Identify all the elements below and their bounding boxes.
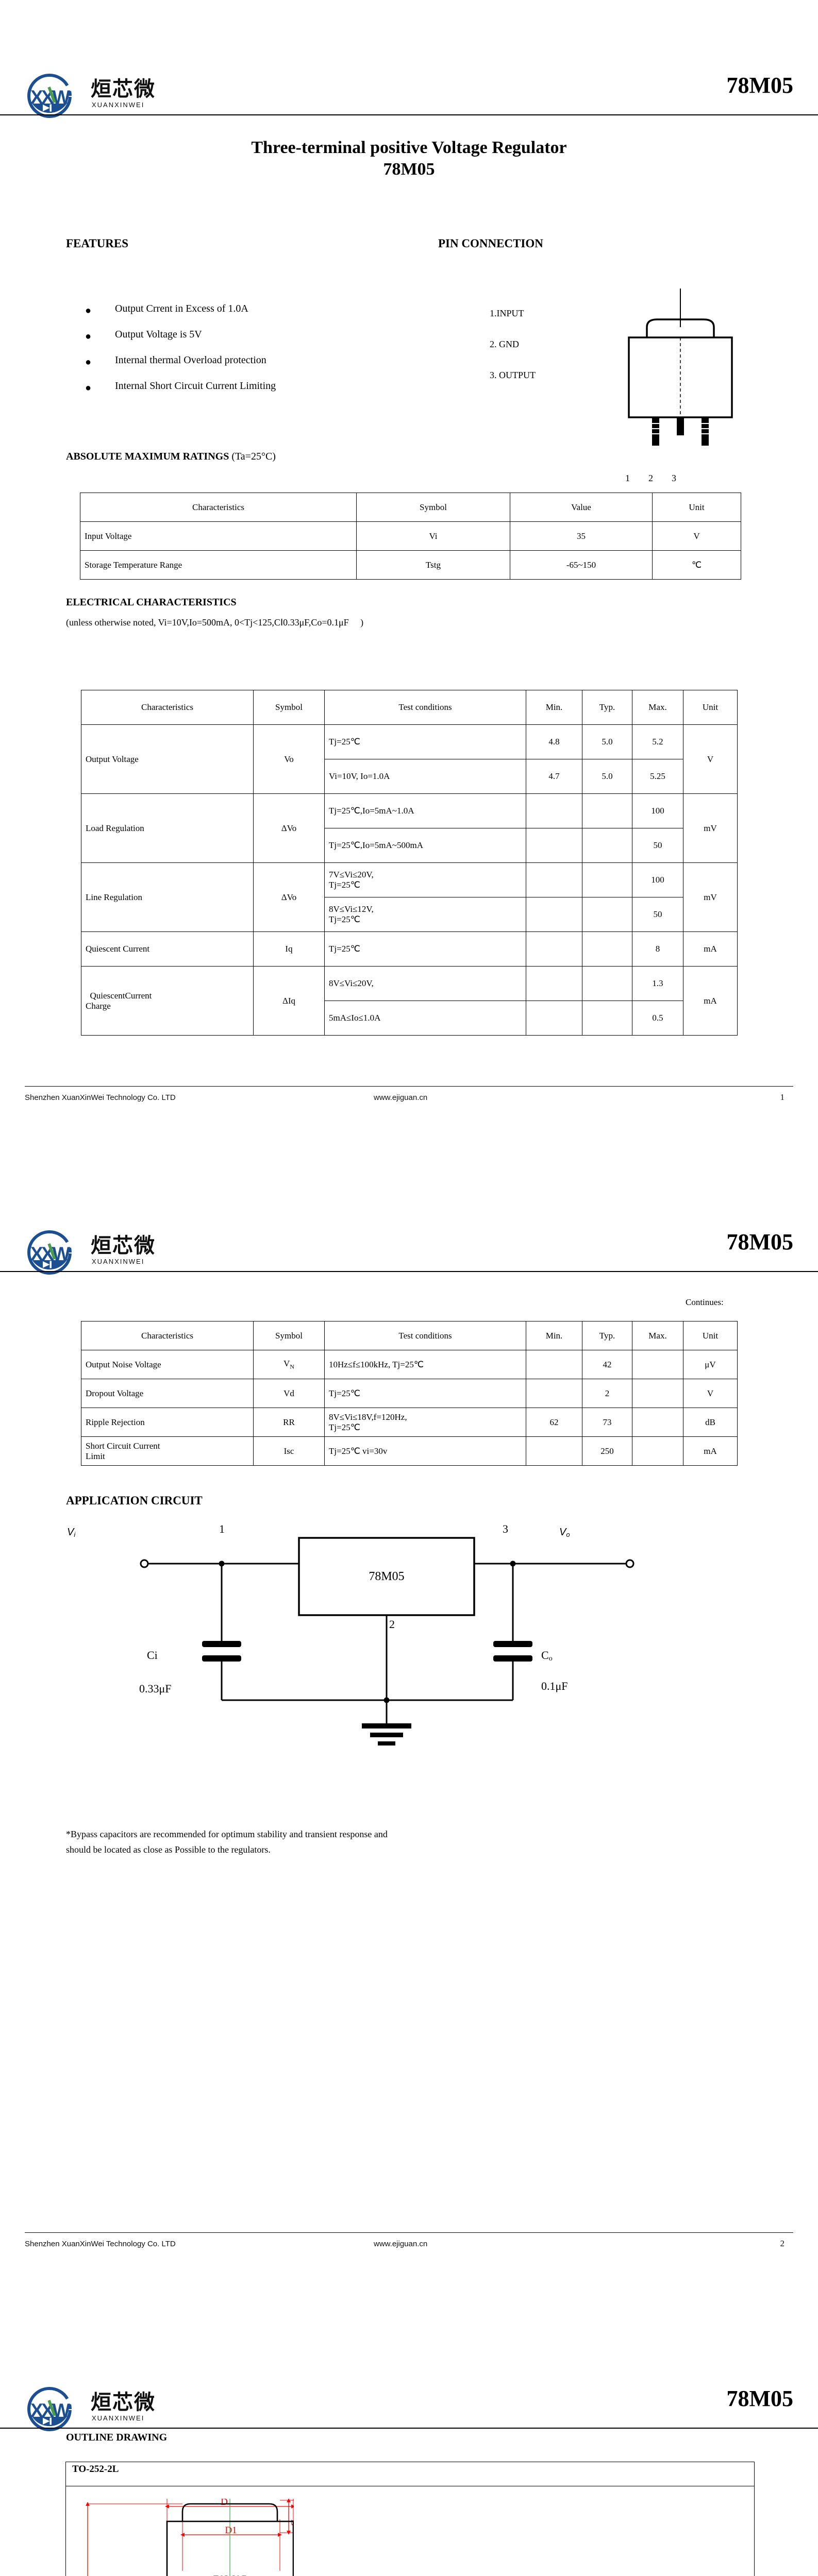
svg-text:Vo: Vo: [559, 1527, 570, 1538]
svg-text:Co: Co: [541, 1649, 553, 1663]
svg-text:D1: D1: [225, 2525, 237, 2536]
svg-text:Vi: Vi: [67, 1527, 76, 1538]
svg-text:0.33μF: 0.33μF: [139, 1682, 172, 1695]
svg-text:1: 1: [219, 1522, 225, 1535]
svg-text:D: D: [221, 2499, 228, 2507]
svg-text:2: 2: [389, 1618, 395, 1631]
svg-text:0.1μF: 0.1μF: [541, 1680, 568, 1692]
svg-text:3: 3: [503, 1522, 508, 1535]
svg-text:78M05: 78M05: [213, 2573, 247, 2576]
svg-text:Ci: Ci: [147, 1649, 158, 1662]
svg-text:78M05: 78M05: [369, 1570, 404, 1583]
